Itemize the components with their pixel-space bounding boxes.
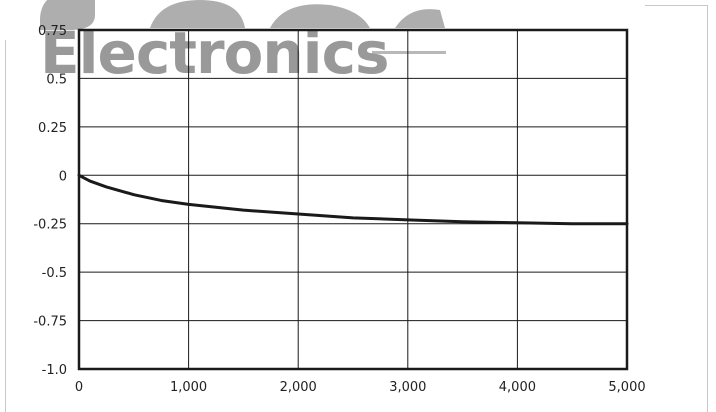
y-tick-label: 0.5 [46,72,67,87]
x-axis-tick-labels: 0 1,000 2,000 3,000 4,000 5,000 [75,380,646,395]
y-axis-tick-labels: 0.75 0.5 0.25 0 -0.25 -0.5 -0.75 -1.0 [33,24,67,378]
chart-series [77,173,629,226]
figure-border-left [5,40,6,412]
figure-border-right [707,5,708,412]
x-tick-label: 4,000 [499,380,536,395]
series-line-0 [77,173,629,226]
y-tick-label: -0.25 [33,218,67,233]
y-tick-label: 0.25 [38,121,67,136]
x-tick-label: 0 [75,380,83,395]
x-tick-label: 2,000 [280,380,317,395]
y-tick-label: -1.0 [42,363,67,378]
y-tick-label: 0.75 [38,24,67,39]
y-tick-label: -0.75 [33,315,67,330]
x-tick-label: 1,000 [170,380,207,395]
watermark-brand-text: Electronics [40,19,389,87]
y-tick-label: -0.5 [42,266,67,281]
plot-frame [77,28,629,371]
figure-border-top [645,5,708,6]
watermark-rule [372,51,446,54]
x-tick-label: 3,000 [389,380,426,395]
y-tick-label: 0 [59,169,67,184]
watermark-partial-letters [0,0,716,30]
x-tick-label: 5,000 [608,380,645,395]
